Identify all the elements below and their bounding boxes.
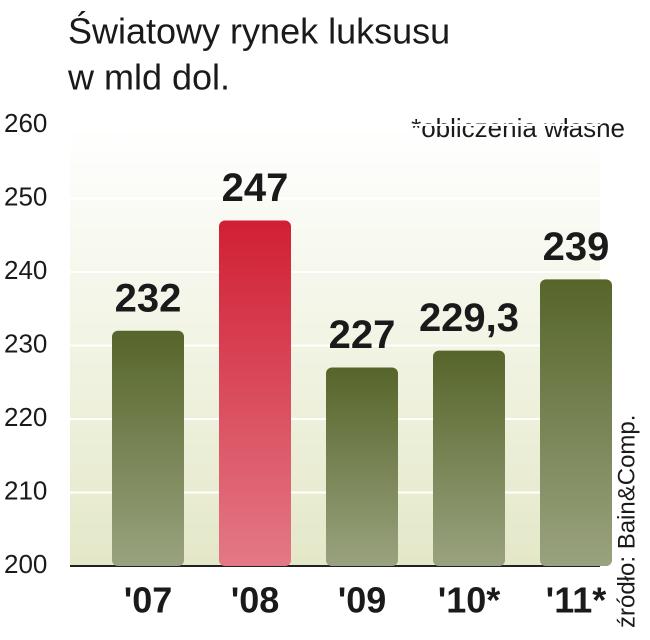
bar-shade xyxy=(433,350,505,566)
chart-title: Światowy rynek luksusu xyxy=(68,10,450,52)
x-tick-label: '07 xyxy=(124,580,173,621)
value-label: 227 xyxy=(329,313,396,357)
value-label: 239 xyxy=(543,225,610,269)
y-tick-label: 230 xyxy=(4,328,47,358)
bar-shade xyxy=(540,279,612,566)
bar-shade xyxy=(326,367,398,566)
x-tick-label: '09 xyxy=(338,580,387,621)
y-tick-label: 240 xyxy=(4,255,47,285)
y-tick-label: 210 xyxy=(4,475,47,505)
y-tick-label: 200 xyxy=(4,549,47,579)
chart-subtitle: w mld dol. xyxy=(67,57,230,98)
source: źródło: Bain&Comp. xyxy=(613,415,640,628)
y-tick-label: 250 xyxy=(4,181,47,211)
value-label: 247 xyxy=(222,166,289,210)
y-tick-label: 220 xyxy=(4,402,47,432)
y-tick-label: 260 xyxy=(4,108,47,138)
x-tick-label: '10* xyxy=(438,580,501,621)
value-label: 232 xyxy=(115,276,182,320)
x-tick-label: '11* xyxy=(546,580,607,621)
annotation: *obliczenia własne xyxy=(411,113,625,143)
bar-shade xyxy=(219,220,291,567)
bar-shade xyxy=(112,330,184,566)
x-tick-label: '08 xyxy=(231,580,280,621)
value-label: 229,3 xyxy=(419,296,519,340)
